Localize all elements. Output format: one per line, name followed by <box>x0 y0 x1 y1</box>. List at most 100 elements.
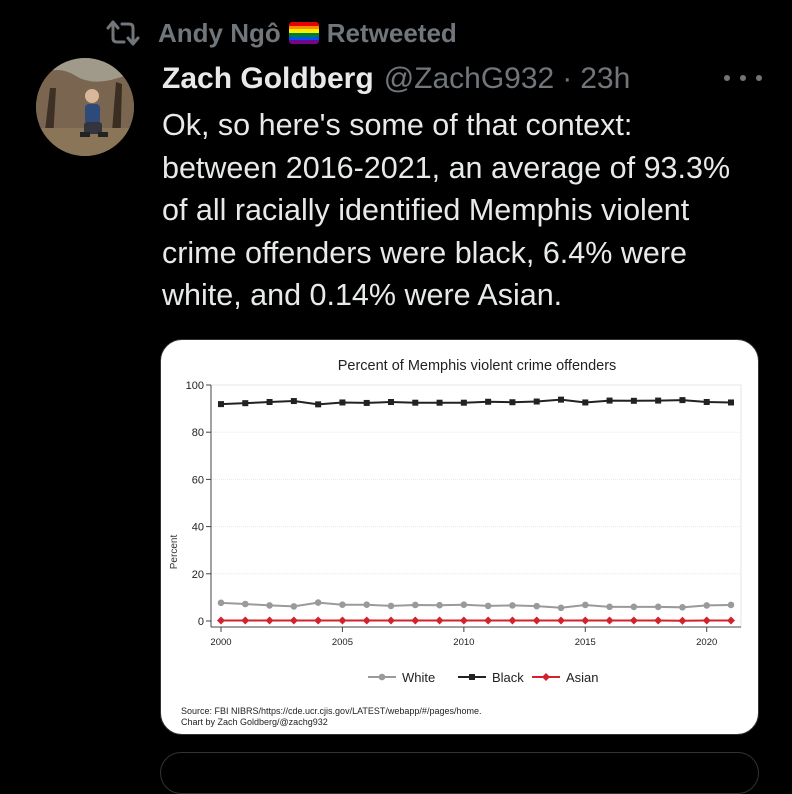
data-point-asian <box>241 617 249 625</box>
series-asian <box>217 617 735 625</box>
data-point-white <box>509 602 516 609</box>
y-tick-label: 60 <box>192 474 204 486</box>
x-tick-label: 2000 <box>210 637 231 648</box>
x-tick-label: 2020 <box>696 637 717 648</box>
data-point-asian <box>630 617 638 625</box>
tweet-header: Zach Goldberg @ZachG932 · 23h <box>162 60 762 98</box>
data-point-asian <box>290 617 298 625</box>
retweeted-label: Retweeted <box>327 18 457 49</box>
tweet-timestamp[interactable]: 23h <box>580 62 630 96</box>
data-point-asian <box>484 617 492 625</box>
plot-frame <box>211 385 741 627</box>
data-point-asian <box>654 617 662 625</box>
chart-title: Percent of Memphis violent crime offende… <box>338 358 617 374</box>
y-tick-label: 20 <box>192 569 204 581</box>
data-point-asian <box>314 617 322 625</box>
more-icon[interactable] <box>724 66 762 90</box>
data-point-black <box>607 398 613 404</box>
data-point-asian <box>533 617 541 625</box>
legend-label: Asian <box>566 670 599 685</box>
line-chart: Percent of Memphis violent crime offende… <box>161 340 758 734</box>
chart-series <box>217 397 735 625</box>
chart-credit-line: Chart by Zach Goldberg/@zachg932 <box>181 717 328 727</box>
data-point-white <box>461 601 468 608</box>
retweeter-name[interactable]: Andy Ngô <box>158 18 281 49</box>
series-line-black <box>221 400 731 405</box>
data-point-asian <box>436 617 444 625</box>
y-tick-label: 0 <box>198 616 204 628</box>
legend-item-black: Black <box>458 670 524 685</box>
data-point-black <box>267 399 273 405</box>
data-point-asian <box>411 617 419 625</box>
data-point-white <box>436 602 443 609</box>
legend-item-asian: Asian <box>532 670 599 685</box>
data-point-asian <box>508 617 516 625</box>
data-point-white <box>679 604 686 611</box>
data-point-white <box>388 603 395 610</box>
data-point-black <box>509 399 515 405</box>
data-point-asian <box>581 617 589 625</box>
data-point-white <box>582 602 589 609</box>
legend-label: Black <box>492 670 524 685</box>
data-point-black <box>218 401 224 407</box>
retweet-header: Andy Ngô Retweeted <box>104 16 457 50</box>
data-point-black <box>388 399 394 405</box>
chart-image[interactable]: Percent of Memphis violent crime offende… <box>160 339 759 735</box>
data-point-black <box>437 400 443 406</box>
y-axis-label: Percent <box>169 535 180 570</box>
x-tick-label: 2015 <box>575 637 596 648</box>
chart-gridlines <box>211 385 741 627</box>
y-tick-label: 80 <box>192 427 204 439</box>
data-point-white <box>728 602 735 609</box>
y-tick-label: 40 <box>192 522 204 534</box>
data-point-black <box>679 397 685 403</box>
data-point-asian <box>727 617 735 625</box>
data-point-white <box>485 603 492 610</box>
data-point-white <box>412 602 419 609</box>
data-point-asian <box>678 617 686 625</box>
data-point-white <box>606 604 613 611</box>
data-point-asian <box>387 617 395 625</box>
retweet-text[interactable]: Andy Ngô Retweeted <box>158 18 457 49</box>
data-point-asian <box>703 617 711 625</box>
data-point-asian <box>606 617 614 625</box>
x-tick-label: 2005 <box>332 637 353 648</box>
avatar[interactable] <box>36 58 134 156</box>
quoted-card-edge[interactable] <box>160 752 759 794</box>
x-tick-label: 2010 <box>453 637 474 648</box>
data-point-white <box>315 599 322 606</box>
data-point-asian <box>557 617 565 625</box>
data-point-black <box>704 399 710 405</box>
legend-item-white: White <box>368 670 435 685</box>
retweet-icon <box>104 18 142 48</box>
author-handle[interactable]: @ZachG932 <box>384 62 555 96</box>
data-point-asian <box>266 617 274 625</box>
data-point-white <box>363 601 370 608</box>
data-point-black <box>364 400 370 406</box>
series-white <box>218 599 735 611</box>
data-point-black <box>315 401 321 407</box>
chart-legend: White Black Asian <box>368 670 599 685</box>
legend-marker <box>542 673 550 681</box>
data-point-black <box>291 398 297 404</box>
data-point-black <box>534 399 540 405</box>
data-point-asian <box>338 617 346 625</box>
chart-source-line: Source: FBI NIBRS/https://cde.ucr.cjis.g… <box>181 706 481 716</box>
separator-dot: · <box>562 62 572 96</box>
data-point-white <box>218 600 225 607</box>
series-line-white <box>221 603 731 608</box>
rainbow-flag-icon <box>289 22 319 44</box>
data-point-white <box>533 603 540 610</box>
y-tick-label: 100 <box>186 380 204 392</box>
data-point-white <box>655 604 662 611</box>
data-point-asian <box>217 617 225 625</box>
data-point-black <box>631 398 637 404</box>
series-black <box>218 397 734 408</box>
author-name[interactable]: Zach Goldberg <box>162 62 374 96</box>
data-point-black <box>242 400 248 406</box>
data-point-white <box>291 603 298 610</box>
data-point-black <box>485 399 491 405</box>
data-point-asian <box>363 617 371 625</box>
data-point-white <box>558 604 565 611</box>
data-point-black <box>558 397 564 403</box>
